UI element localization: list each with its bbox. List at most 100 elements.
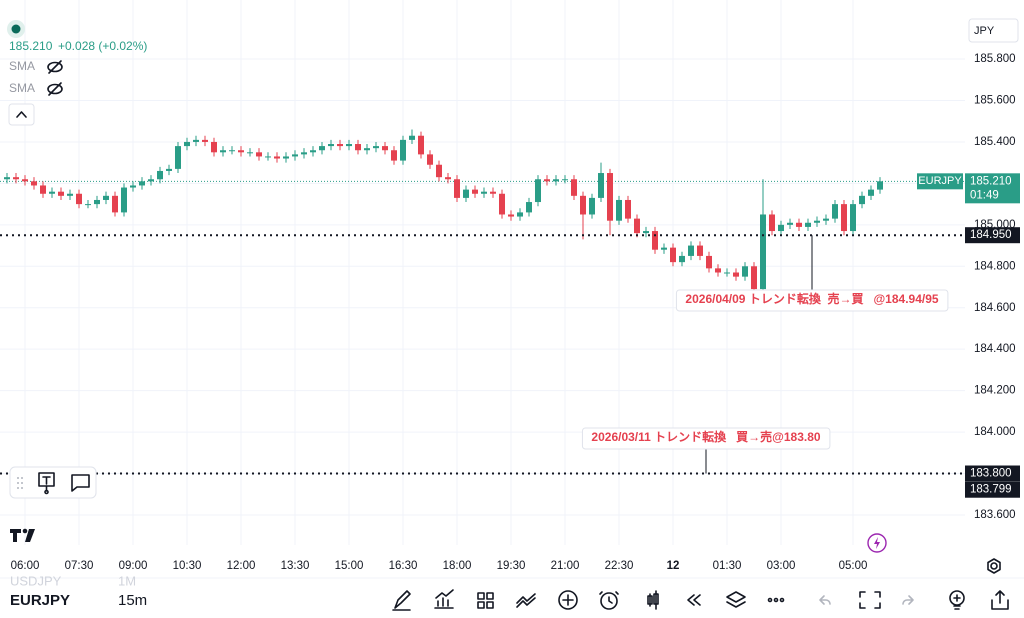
interval[interactable]: 15m: [118, 592, 147, 609]
candle-body: [283, 156, 289, 159]
candle-body: [418, 135, 424, 155]
fullscreen-tool[interactable]: [859, 591, 881, 609]
eye-off-icon[interactable]: [47, 82, 63, 96]
price-label: 183.799: [970, 484, 1012, 496]
candle-body: [382, 146, 388, 151]
candle-body: [508, 214, 514, 217]
x-tick-label: 16:30: [389, 560, 418, 572]
x-tick-label: 01:30: [713, 560, 742, 572]
candle-body: [688, 245, 694, 256]
candle-body: [589, 197, 595, 215]
price-label-box: [965, 465, 1020, 482]
status-dot: [11, 24, 21, 34]
candle-body: [472, 189, 478, 194]
candle-body: [823, 218, 829, 221]
indicator[interactable]: SMA: [9, 81, 35, 95]
add-tool[interactable]: [558, 590, 578, 610]
more-tool[interactable]: [767, 597, 773, 603]
collapse-button[interactable]: [8, 103, 35, 126]
candle-body: [832, 204, 838, 219]
symbol-faded[interactable]: USDJPY: [10, 573, 62, 588]
candle-body: [211, 141, 217, 153]
draw-tool[interactable]: [392, 590, 411, 611]
bottom-toolbar: [392, 589, 1009, 611]
candle-body: [580, 195, 586, 215]
candle-body: [31, 181, 37, 186]
currency: JPY: [974, 25, 995, 37]
settings-icon[interactable]: [987, 558, 1001, 574]
y-tick-label: 184.400: [974, 343, 1016, 355]
candle-body: [670, 247, 676, 263]
candle-body: [409, 135, 415, 140]
grid: [0, 0, 965, 545]
candle-body: [130, 185, 136, 188]
comment-tool[interactable]: [71, 474, 90, 492]
candle-body: [22, 179, 28, 182]
candle-body: [148, 179, 154, 182]
x-tick-label: 06:00: [11, 560, 40, 572]
candle-body: [517, 212, 523, 217]
candle-body: [598, 173, 604, 198]
drag-handle[interactable]: [17, 477, 23, 489]
candle-body: [238, 150, 244, 153]
candle-body: [112, 195, 118, 213]
candle-body: [868, 189, 874, 196]
candle-body: [715, 268, 721, 273]
candle-body: [814, 220, 820, 223]
candle-body: [526, 202, 532, 213]
candle-body: [787, 222, 793, 225]
currency-button[interactable]: [968, 18, 1019, 43]
candle-body: [139, 181, 145, 186]
x-tick-label: 12:00: [227, 560, 256, 572]
templates-tool[interactable]: [477, 592, 494, 609]
collapse-icon: [16, 111, 27, 118]
candle-body: [553, 179, 559, 182]
candle-body: [346, 144, 352, 147]
share-tool[interactable]: [991, 590, 1009, 610]
candle-body: [490, 191, 496, 194]
indicator[interactable]: SMA: [9, 59, 35, 73]
indicators-tool[interactable]: [434, 589, 454, 609]
annotation-box: [581, 427, 831, 450]
x-tick-label: 15:00: [335, 560, 364, 572]
logo: [10, 528, 35, 542]
ideas-tool[interactable]: [949, 590, 965, 606]
undo-tool[interactable]: [819, 595, 831, 605]
candle-body: [85, 204, 91, 206]
candle-body: [256, 152, 262, 157]
layers-tool[interactable]: [726, 591, 746, 608]
candle-body: [166, 168, 172, 171]
candle-body: [265, 156, 271, 158]
candle-body: [121, 187, 127, 213]
candle-body: [94, 199, 100, 205]
symbol-tag-text: EURJPY: [918, 175, 962, 187]
compare-tool[interactable]: [516, 593, 536, 608]
candle-body: [877, 181, 883, 190]
candle-body: [229, 150, 235, 152]
redo-tool[interactable]: [902, 595, 914, 605]
x-tick-label: 19:30: [497, 560, 526, 572]
candle-body: [796, 222, 802, 227]
y-tick-label: 185.400: [974, 136, 1016, 148]
candle-body: [805, 222, 811, 227]
eye-off-icon[interactable]: [47, 60, 63, 74]
candle-body: [58, 191, 64, 196]
text-tool[interactable]: [38, 472, 55, 495]
price-label: 185.210: [970, 175, 1012, 187]
candle-body: [706, 255, 712, 269]
candle-body: [454, 179, 460, 198]
candle-body: [634, 218, 640, 234]
y-tick-label: 184.000: [974, 426, 1016, 438]
alarm-tool[interactable]: [600, 592, 618, 610]
candle-body: [607, 173, 613, 221]
candle-body: [76, 193, 82, 205]
candle-body: [4, 177, 10, 180]
chart-type-tool[interactable]: [647, 590, 659, 610]
interval-faded[interactable]: 1M: [118, 573, 136, 588]
candle-body: [616, 199, 622, 221]
replay-tool[interactable]: [687, 594, 701, 606]
x-tick-label: 09:00: [119, 560, 148, 572]
candle-body: [544, 179, 550, 182]
symbol[interactable]: EURJPY: [10, 592, 70, 609]
